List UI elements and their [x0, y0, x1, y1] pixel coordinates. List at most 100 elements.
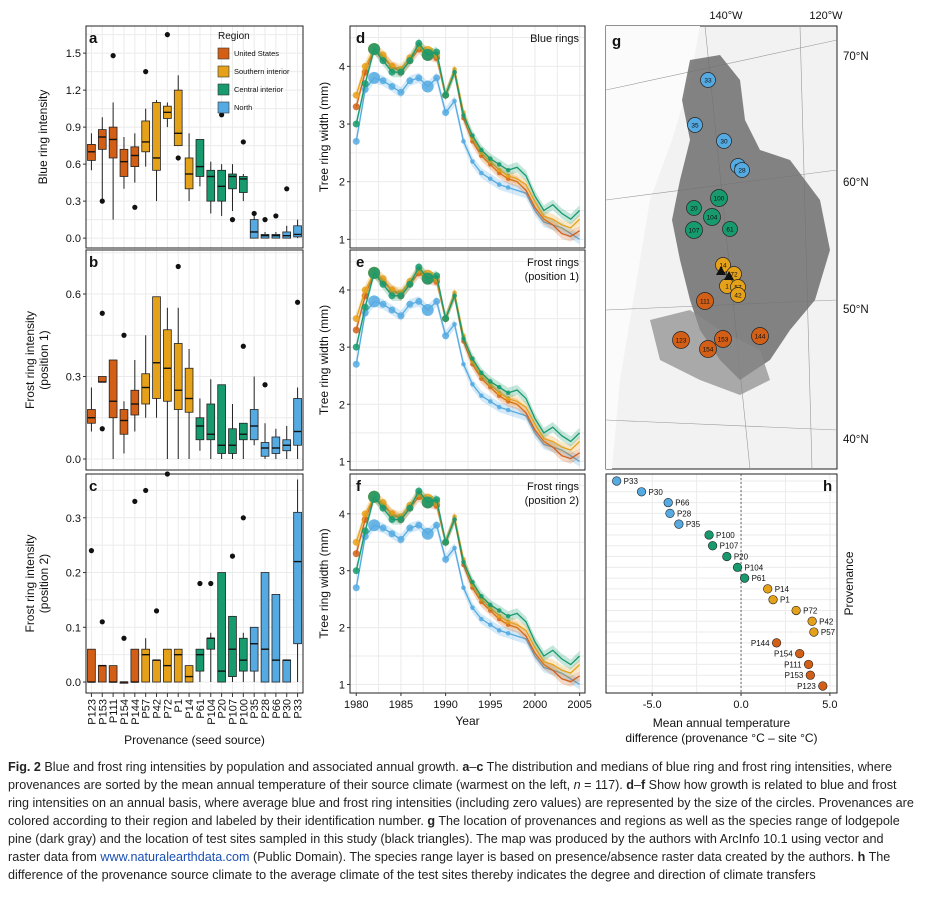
- dot-P14: [763, 584, 773, 594]
- outlier-point: [262, 382, 268, 388]
- panel-letter: e: [356, 254, 364, 271]
- y-axis-label-line2: (position 1): [37, 330, 51, 389]
- box-P30: [282, 659, 292, 683]
- series-point-CI: [433, 496, 441, 504]
- x-tick-label: 5.0: [822, 699, 837, 711]
- outlier-point: [153, 608, 160, 614]
- series-point-CI: [442, 315, 450, 323]
- series-point-N: [421, 527, 434, 540]
- y-tick-label: 1.2: [66, 85, 81, 97]
- series-point-N: [421, 304, 434, 316]
- legend-swatch: [217, 65, 230, 78]
- y-axis-label: Frost ring intensity: [23, 534, 37, 632]
- series-point-SI: [388, 286, 396, 294]
- naturalearth-link[interactable]: www.naturalearthdata.com: [100, 850, 250, 864]
- y-axis-label: Blue ring intensity: [36, 90, 50, 185]
- legend-label: North: [234, 103, 252, 112]
- legend-label: Southern interior: [234, 67, 290, 76]
- series-point-US: [352, 326, 360, 334]
- band-US: [356, 267, 580, 464]
- series-point-US: [352, 550, 360, 558]
- series-point-N: [461, 585, 466, 591]
- series-point-CI: [368, 490, 381, 503]
- outlier-point: [121, 332, 127, 338]
- provenance-marker-144: [751, 327, 769, 345]
- box-P20: [217, 572, 226, 683]
- y-tick-label: 3: [339, 119, 345, 131]
- outlier-point: [273, 213, 279, 219]
- outlier-point: [219, 112, 225, 118]
- y-tick-label: 1: [339, 234, 345, 246]
- outlier-point: [240, 515, 246, 521]
- box-panel-c: 0.0 0.1 0.2 0.3 Frost ring intensity (positio…: [23, 471, 304, 694]
- dot-P123: [818, 681, 828, 691]
- box-P153: [97, 665, 107, 683]
- series-point-SI: [505, 396, 511, 401]
- y-tick-label: 1: [339, 679, 345, 691]
- band-N: [356, 72, 580, 245]
- box-P107: [228, 173, 237, 190]
- provenance-id: 30: [720, 139, 728, 146]
- series-point-CI: [487, 156, 493, 161]
- map-panel: g333530662810020104107611472157421111231…: [605, 25, 838, 470]
- y-tick-label: 2: [339, 399, 345, 411]
- x-tick-label: P42: [152, 699, 164, 719]
- provenance-id: 123: [676, 338, 687, 345]
- series-point-CI: [505, 167, 511, 173]
- x-tick-label: P66: [271, 699, 283, 719]
- dot-label: P33: [624, 477, 639, 486]
- dot-P57: [809, 627, 819, 637]
- x-tick-label: P107: [227, 699, 239, 725]
- provenance-marker-28: [734, 162, 750, 178]
- lat-label: 50°N: [843, 304, 869, 316]
- dot-P111: [803, 659, 814, 670]
- box-P61: [195, 648, 205, 672]
- series-point-N: [479, 393, 484, 399]
- y-tick-label: 0.1: [66, 622, 81, 634]
- y-tick-label: 1.5: [66, 48, 81, 60]
- panel-title-line2: (position 2): [525, 495, 579, 507]
- provenance-id: 33: [704, 78, 712, 85]
- dot-label: P1: [780, 596, 790, 605]
- series-point-N: [433, 521, 441, 529]
- series-point-N: [406, 524, 414, 532]
- box-P28: [260, 572, 270, 683]
- series-point-SI: [352, 538, 360, 546]
- box-P111: [108, 359, 118, 419]
- series-point-N: [496, 404, 502, 410]
- panel-letter: a: [89, 30, 98, 47]
- series-point-N: [388, 306, 396, 314]
- series-point-N: [368, 71, 381, 84]
- box-P144: [130, 389, 140, 416]
- provenance-marker-42: [730, 287, 746, 303]
- outlier-point: [197, 580, 203, 587]
- series-point-N: [397, 88, 405, 96]
- box-P35: [249, 219, 259, 239]
- series-point-CI: [505, 613, 511, 619]
- box-P35: [249, 626, 259, 672]
- series-point-CI: [352, 343, 360, 351]
- panel-title: Frost rings: [527, 257, 579, 269]
- box-panel-a: 0.0 0.3 0.6 0.9 1.2 1.5 Blue ring intensity a Re…: [36, 25, 304, 249]
- series-point-N: [452, 545, 457, 551]
- y-axis-label: Tree ring width (mm): [317, 82, 331, 192]
- series-point-CI: [442, 91, 450, 99]
- dot-label: P35: [686, 520, 701, 529]
- series-point-CI: [433, 272, 441, 280]
- x-tick-label: P72: [162, 699, 174, 719]
- box-P144: [130, 146, 140, 168]
- box-P100: [239, 422, 248, 441]
- series-point-SI: [379, 275, 387, 283]
- y-axis-label: Provenance: [842, 551, 856, 615]
- series-point-CI: [379, 57, 387, 65]
- box-P144: [130, 648, 140, 683]
- provenance-marker-33: [700, 72, 716, 88]
- panel-frame: [349, 25, 586, 249]
- series-point-CI: [461, 113, 466, 118]
- dot-P66: [663, 497, 673, 508]
- x-tick-label: P20: [217, 699, 229, 719]
- box-P33: [293, 398, 302, 446]
- panel-letter: d: [356, 30, 365, 47]
- provenance-id: 111: [700, 299, 710, 306]
- series-point-CI: [406, 280, 414, 288]
